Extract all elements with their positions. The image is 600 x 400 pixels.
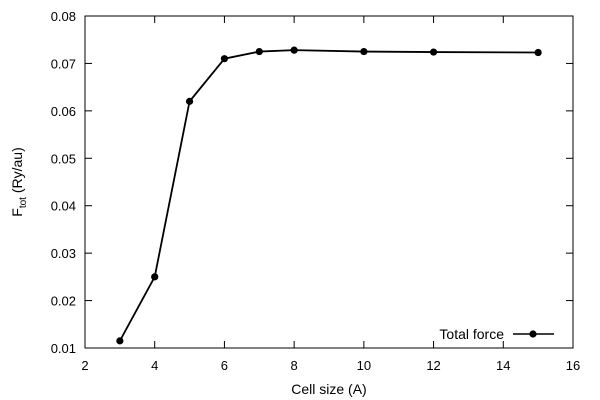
x-axis: 2 4 6 8 10 12 14 16 [81,16,580,373]
x-tick-label: 8 [291,358,298,373]
y-axis-label-subscript: tot [18,197,29,208]
data-point [185,97,194,105]
legend-label: Total force [439,326,504,342]
data-point [429,48,438,56]
x-tick-label: 2 [81,358,88,373]
data-point [534,48,542,57]
y-axis-label-unit: (Ry/au) [9,147,25,197]
data-point [116,337,124,345]
y-tick-label: 0.08 [51,9,76,24]
data-point [220,55,229,63]
series-line [119,49,539,342]
x-tick-label: 16 [566,358,580,373]
y-axis-label: Ftot (Ry/au) [9,147,29,216]
y-tick-label: 0.04 [51,199,76,214]
y-axis: 0.01 0.02 0.03 0.04 0.05 0.06 0.07 0.08 [51,9,573,356]
y-axis-label-main: F [9,208,25,217]
legend: Total force [439,326,554,342]
legend-marker [529,330,537,338]
y-tick-label: 0.07 [51,56,76,71]
data-point [290,46,298,54]
x-tick-label: 6 [221,358,228,373]
x-tick-label: 4 [151,358,158,373]
y-tick-label: 0.01 [51,341,76,356]
y-tick-label: 0.06 [51,104,76,119]
data-point [151,273,159,281]
x-tick-label: 12 [426,358,440,373]
plot-area [84,15,574,349]
x-tick-label: 14 [496,358,510,373]
series-layer [116,46,542,345]
data-point [360,47,368,56]
y-tick-label: 0.05 [51,151,76,166]
y-tick-label: 0.02 [51,294,76,309]
y-tick-label: 0.03 [51,246,76,261]
x-axis-label: Cell size (A) [291,381,366,397]
data-point [255,47,263,56]
x-tick-label: 10 [357,358,371,373]
